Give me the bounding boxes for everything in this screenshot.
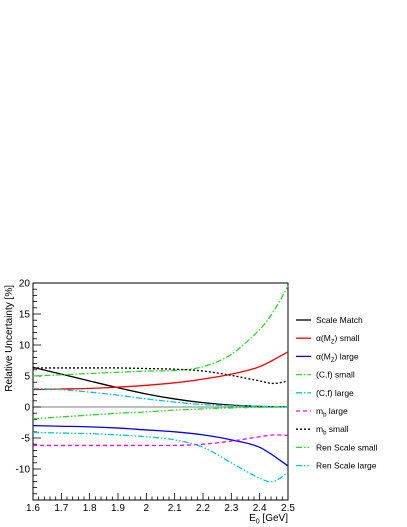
- x-tick-label: 2.2: [196, 503, 210, 514]
- x-axis-title: E0 [GeV]: [249, 513, 288, 526]
- legend-label-main: Ren Scale large: [316, 461, 377, 471]
- legend-label: mb large: [316, 406, 348, 419]
- legend-label: α(MZ) small: [316, 333, 360, 346]
- x-tick-label: 2.5: [281, 503, 295, 514]
- legend-label-subscript: b: [323, 413, 327, 419]
- legend-label-tail: ) small: [335, 333, 360, 343]
- series-line-3: [32, 424, 289, 467]
- x-tick-label: 1.8: [83, 503, 97, 514]
- series-line-5: [32, 387, 289, 408]
- y-tick-label: 15: [19, 310, 31, 321]
- x-axis-title-main: E: [249, 513, 256, 524]
- legend-label: (C,f) large: [316, 388, 354, 398]
- legend-label: mb small: [316, 424, 349, 437]
- legend-label-main: (C,f) small: [316, 370, 355, 380]
- series-line-4: [32, 285, 289, 377]
- legend-label: α(MZ) large: [316, 351, 359, 364]
- legend-label-tail: large: [326, 406, 348, 416]
- series-line-2: [32, 351, 289, 391]
- y-tick-label: -10: [16, 465, 31, 476]
- x-tick-label: 2: [144, 503, 150, 514]
- legend-label-main: α(M: [316, 351, 331, 361]
- y-tick-label: 0: [24, 403, 30, 414]
- x-axis-title-unit: [GeV]: [260, 513, 289, 524]
- legend-label: Ren Scale large: [316, 461, 377, 471]
- y-axis-title: Relative Uncertainty [%]: [4, 285, 15, 392]
- plot-area: 1.6 1.7 1.8 1.9 2 2.1 2.2 2.3 2.4 2.5 -10 -5 0 5 10 15 2…: [16, 279, 296, 515]
- legend-label-main: α(M: [316, 333, 331, 343]
- legend-label-main: m: [316, 424, 323, 434]
- plot-frame: [32, 282, 289, 501]
- x-axis-title-subscript: 0: [256, 519, 260, 526]
- y-tick-label: 20: [19, 279, 31, 290]
- x-tick-label: 1.9: [111, 503, 125, 514]
- legend-label-main: Ren Scale small: [316, 442, 378, 452]
- legend-label: (C,f) small: [316, 370, 355, 380]
- y-tick-label: 10: [19, 341, 31, 352]
- series-line-8: [32, 406, 289, 420]
- legend-label-main: m: [316, 406, 323, 416]
- series-line-6: [33, 434, 289, 447]
- series-line-9: [32, 431, 289, 483]
- legend-label-main: (C,f) large: [316, 388, 354, 398]
- legend-label-tail: small: [326, 424, 348, 434]
- x-tick-label: 1.7: [54, 503, 68, 514]
- x-tick-label: 2.4: [253, 503, 267, 514]
- series-line-1: [32, 366, 289, 408]
- series-line-7: [33, 367, 289, 385]
- legend-label-tail: ) large: [335, 351, 359, 361]
- y-tick-label: -5: [21, 434, 30, 445]
- legend-label-main: Scale Match: [316, 315, 363, 325]
- legend-label: Ren Scale small: [316, 442, 378, 452]
- x-tick-label: 2.1: [168, 503, 182, 514]
- legend-label-subscript: Z: [331, 340, 335, 346]
- legend-label-subscript: b: [323, 431, 327, 437]
- legend-label: Scale Match: [316, 315, 363, 325]
- legend-label-subscript: Z: [331, 358, 335, 364]
- y-tick-label: 5: [24, 372, 30, 383]
- x-tick-label: 1.6: [26, 503, 40, 514]
- x-tick-label: 2.3: [224, 503, 238, 514]
